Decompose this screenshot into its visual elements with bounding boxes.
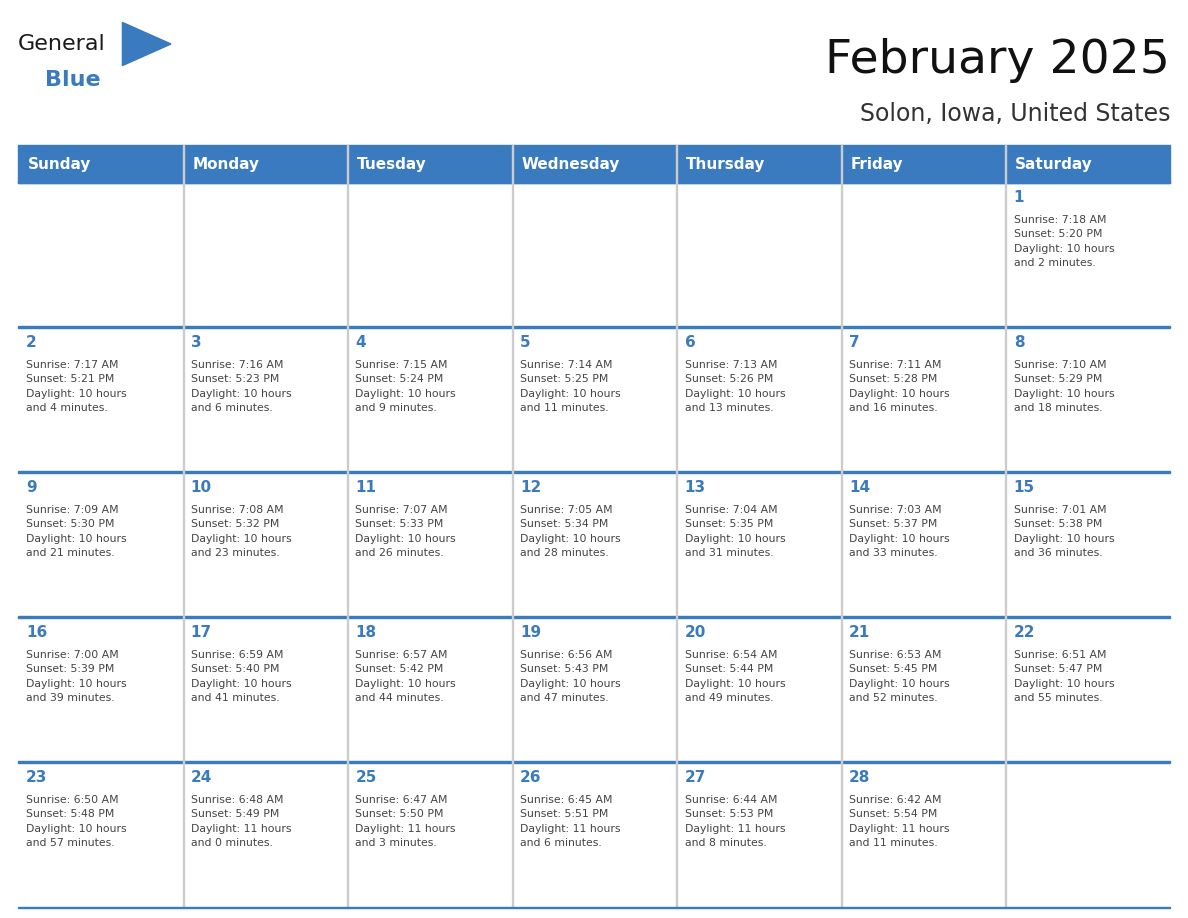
Text: Sunrise: 7:07 AM
Sunset: 5:33 PM
Daylight: 10 hours
and 26 minutes.: Sunrise: 7:07 AM Sunset: 5:33 PM Dayligh… (355, 505, 456, 558)
Text: 17: 17 (191, 625, 211, 640)
Text: 27: 27 (684, 770, 706, 785)
Polygon shape (122, 22, 171, 65)
Text: Sunrise: 7:16 AM
Sunset: 5:23 PM
Daylight: 10 hours
and 6 minutes.: Sunrise: 7:16 AM Sunset: 5:23 PM Dayligh… (191, 360, 291, 413)
Text: Blue: Blue (45, 71, 101, 90)
Text: 7: 7 (849, 335, 860, 351)
Text: 4: 4 (355, 335, 366, 351)
Text: 9: 9 (26, 480, 37, 495)
Text: Saturday: Saturday (1016, 156, 1093, 172)
Text: Tuesday: Tuesday (358, 156, 426, 172)
Text: Sunrise: 7:04 AM
Sunset: 5:35 PM
Daylight: 10 hours
and 31 minutes.: Sunrise: 7:04 AM Sunset: 5:35 PM Dayligh… (684, 505, 785, 558)
Text: 25: 25 (355, 770, 377, 785)
Text: Sunrise: 6:59 AM
Sunset: 5:40 PM
Daylight: 10 hours
and 41 minutes.: Sunrise: 6:59 AM Sunset: 5:40 PM Dayligh… (191, 650, 291, 703)
Text: February 2025: February 2025 (826, 38, 1170, 83)
Text: Sunrise: 7:11 AM
Sunset: 5:28 PM
Daylight: 10 hours
and 16 minutes.: Sunrise: 7:11 AM Sunset: 5:28 PM Dayligh… (849, 360, 949, 413)
Text: 22: 22 (1013, 625, 1035, 640)
Text: 28: 28 (849, 770, 871, 785)
Text: 11: 11 (355, 480, 377, 495)
Text: 20: 20 (684, 625, 706, 640)
Text: 19: 19 (520, 625, 541, 640)
Text: Monday: Monday (192, 156, 259, 172)
Text: Sunrise: 7:18 AM
Sunset: 5:20 PM
Daylight: 10 hours
and 2 minutes.: Sunrise: 7:18 AM Sunset: 5:20 PM Dayligh… (1013, 215, 1114, 268)
Text: Sunrise: 6:56 AM
Sunset: 5:43 PM
Daylight: 10 hours
and 47 minutes.: Sunrise: 6:56 AM Sunset: 5:43 PM Dayligh… (520, 650, 620, 703)
Text: Sunrise: 7:03 AM
Sunset: 5:37 PM
Daylight: 10 hours
and 33 minutes.: Sunrise: 7:03 AM Sunset: 5:37 PM Dayligh… (849, 505, 949, 558)
Text: Sunday: Sunday (27, 156, 91, 172)
Text: Sunrise: 7:14 AM
Sunset: 5:25 PM
Daylight: 10 hours
and 11 minutes.: Sunrise: 7:14 AM Sunset: 5:25 PM Dayligh… (520, 360, 620, 413)
Text: Sunrise: 7:08 AM
Sunset: 5:32 PM
Daylight: 10 hours
and 23 minutes.: Sunrise: 7:08 AM Sunset: 5:32 PM Dayligh… (191, 505, 291, 558)
Text: 13: 13 (684, 480, 706, 495)
Text: Sunrise: 6:53 AM
Sunset: 5:45 PM
Daylight: 10 hours
and 52 minutes.: Sunrise: 6:53 AM Sunset: 5:45 PM Dayligh… (849, 650, 949, 703)
Text: Friday: Friday (851, 156, 903, 172)
Text: Sunrise: 7:01 AM
Sunset: 5:38 PM
Daylight: 10 hours
and 36 minutes.: Sunrise: 7:01 AM Sunset: 5:38 PM Dayligh… (1013, 505, 1114, 558)
Text: Thursday: Thursday (687, 156, 765, 172)
Text: Sunrise: 7:13 AM
Sunset: 5:26 PM
Daylight: 10 hours
and 13 minutes.: Sunrise: 7:13 AM Sunset: 5:26 PM Dayligh… (684, 360, 785, 413)
Text: 16: 16 (26, 625, 48, 640)
Text: 23: 23 (26, 770, 48, 785)
Text: 3: 3 (191, 335, 202, 351)
Text: 24: 24 (191, 770, 213, 785)
Text: 8: 8 (1013, 335, 1024, 351)
Text: Sunrise: 7:00 AM
Sunset: 5:39 PM
Daylight: 10 hours
and 39 minutes.: Sunrise: 7:00 AM Sunset: 5:39 PM Dayligh… (26, 650, 127, 703)
Text: Sunrise: 6:51 AM
Sunset: 5:47 PM
Daylight: 10 hours
and 55 minutes.: Sunrise: 6:51 AM Sunset: 5:47 PM Dayligh… (1013, 650, 1114, 703)
Text: Sunrise: 6:48 AM
Sunset: 5:49 PM
Daylight: 11 hours
and 0 minutes.: Sunrise: 6:48 AM Sunset: 5:49 PM Dayligh… (191, 795, 291, 848)
Text: 10: 10 (191, 480, 211, 495)
Text: 2: 2 (26, 335, 37, 351)
Text: Wednesday: Wednesday (522, 156, 620, 172)
Text: 18: 18 (355, 625, 377, 640)
Text: 5: 5 (520, 335, 531, 351)
Text: 15: 15 (1013, 480, 1035, 495)
Text: Sunrise: 6:44 AM
Sunset: 5:53 PM
Daylight: 11 hours
and 8 minutes.: Sunrise: 6:44 AM Sunset: 5:53 PM Dayligh… (684, 795, 785, 848)
Text: 12: 12 (520, 480, 542, 495)
Text: Sunrise: 7:15 AM
Sunset: 5:24 PM
Daylight: 10 hours
and 9 minutes.: Sunrise: 7:15 AM Sunset: 5:24 PM Dayligh… (355, 360, 456, 413)
Text: Sunrise: 6:50 AM
Sunset: 5:48 PM
Daylight: 10 hours
and 57 minutes.: Sunrise: 6:50 AM Sunset: 5:48 PM Dayligh… (26, 795, 127, 848)
Text: Sunrise: 7:05 AM
Sunset: 5:34 PM
Daylight: 10 hours
and 28 minutes.: Sunrise: 7:05 AM Sunset: 5:34 PM Dayligh… (520, 505, 620, 558)
Text: Sunrise: 7:09 AM
Sunset: 5:30 PM
Daylight: 10 hours
and 21 minutes.: Sunrise: 7:09 AM Sunset: 5:30 PM Dayligh… (26, 505, 127, 558)
Text: 6: 6 (684, 335, 695, 351)
Text: General: General (18, 34, 106, 53)
Text: Sunrise: 6:47 AM
Sunset: 5:50 PM
Daylight: 11 hours
and 3 minutes.: Sunrise: 6:47 AM Sunset: 5:50 PM Dayligh… (355, 795, 456, 848)
Text: Sunrise: 6:57 AM
Sunset: 5:42 PM
Daylight: 10 hours
and 44 minutes.: Sunrise: 6:57 AM Sunset: 5:42 PM Dayligh… (355, 650, 456, 703)
Text: Sunrise: 7:10 AM
Sunset: 5:29 PM
Daylight: 10 hours
and 18 minutes.: Sunrise: 7:10 AM Sunset: 5:29 PM Dayligh… (1013, 360, 1114, 413)
Text: 26: 26 (520, 770, 542, 785)
Text: 1: 1 (1013, 190, 1024, 206)
Text: Solon, Iowa, United States: Solon, Iowa, United States (859, 102, 1170, 126)
Text: Sunrise: 6:54 AM
Sunset: 5:44 PM
Daylight: 10 hours
and 49 minutes.: Sunrise: 6:54 AM Sunset: 5:44 PM Dayligh… (684, 650, 785, 703)
Text: Sunrise: 6:42 AM
Sunset: 5:54 PM
Daylight: 11 hours
and 11 minutes.: Sunrise: 6:42 AM Sunset: 5:54 PM Dayligh… (849, 795, 949, 848)
Text: 14: 14 (849, 480, 871, 495)
Text: Sunrise: 6:45 AM
Sunset: 5:51 PM
Daylight: 11 hours
and 6 minutes.: Sunrise: 6:45 AM Sunset: 5:51 PM Dayligh… (520, 795, 620, 848)
Text: 21: 21 (849, 625, 871, 640)
Text: Sunrise: 7:17 AM
Sunset: 5:21 PM
Daylight: 10 hours
and 4 minutes.: Sunrise: 7:17 AM Sunset: 5:21 PM Dayligh… (26, 360, 127, 413)
